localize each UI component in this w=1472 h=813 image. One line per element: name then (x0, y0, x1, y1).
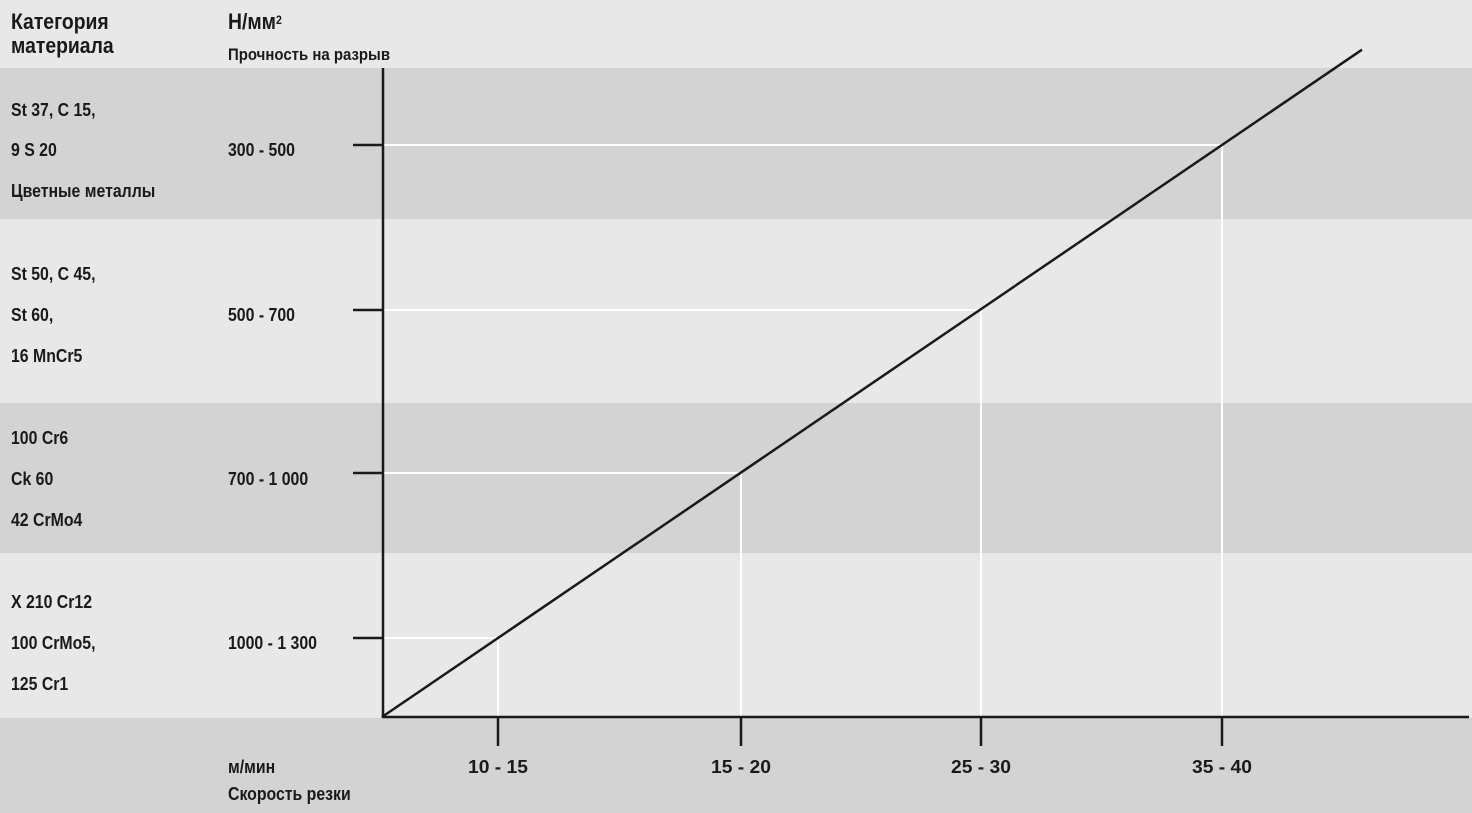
row-band-4 (0, 553, 1472, 718)
y-axis-unit-superscript: 2 (276, 13, 282, 27)
category-column-title: Категория материала (11, 9, 114, 58)
row-2-material-2: St 60, (11, 305, 54, 325)
y-axis-title: Прочность на разрыв (228, 45, 391, 64)
x-tick-label-4: 35 - 40 (1192, 757, 1252, 777)
row-band-1 (0, 68, 1472, 219)
row-3-strength: 700 - 1 000 (228, 469, 309, 489)
row-4-material-3: 125 Cr1 (11, 674, 69, 694)
series-line (381, 48, 1363, 719)
y-axis-unit-text: Н/мм (228, 9, 277, 34)
row-2-material-3: 16 MnCr5 (11, 346, 83, 366)
row-2-strength: 500 - 700 (228, 305, 295, 325)
row-1-material-1: St 37, C 15, (11, 100, 96, 120)
x-axis-title: Скорость резки (228, 784, 351, 804)
row-4-material-1: X 210 Cr12 (11, 592, 93, 612)
header-band (0, 0, 1472, 68)
x-tick-label-1: 10 - 15 (468, 757, 528, 777)
y-axis-unit: Н/мм2 (228, 10, 282, 34)
row-4-material-2: 100 CrMo5, (11, 633, 96, 653)
row-3-material-2: Ck 60 (11, 469, 54, 489)
row-1-material-2: 9 S 20 (11, 140, 57, 160)
footer-band (0, 718, 1472, 813)
row-band-3 (0, 403, 1472, 553)
x-tick-label-3: 25 - 30 (951, 757, 1011, 777)
row-1-strength: 300 - 500 (228, 140, 295, 160)
row-3-material-3: 42 CrMo4 (11, 510, 83, 530)
x-tick-label-2: 15 - 20 (711, 757, 771, 777)
row-4-strength: 1000 - 1 300 (228, 633, 317, 653)
row-2-material-1: St 50, C 45, (11, 264, 96, 284)
row-1-material-3: Цветные металлы (11, 181, 156, 201)
x-axis-unit: м/мин (228, 757, 276, 777)
row-3-material-1: 100 Cr6 (11, 428, 69, 448)
